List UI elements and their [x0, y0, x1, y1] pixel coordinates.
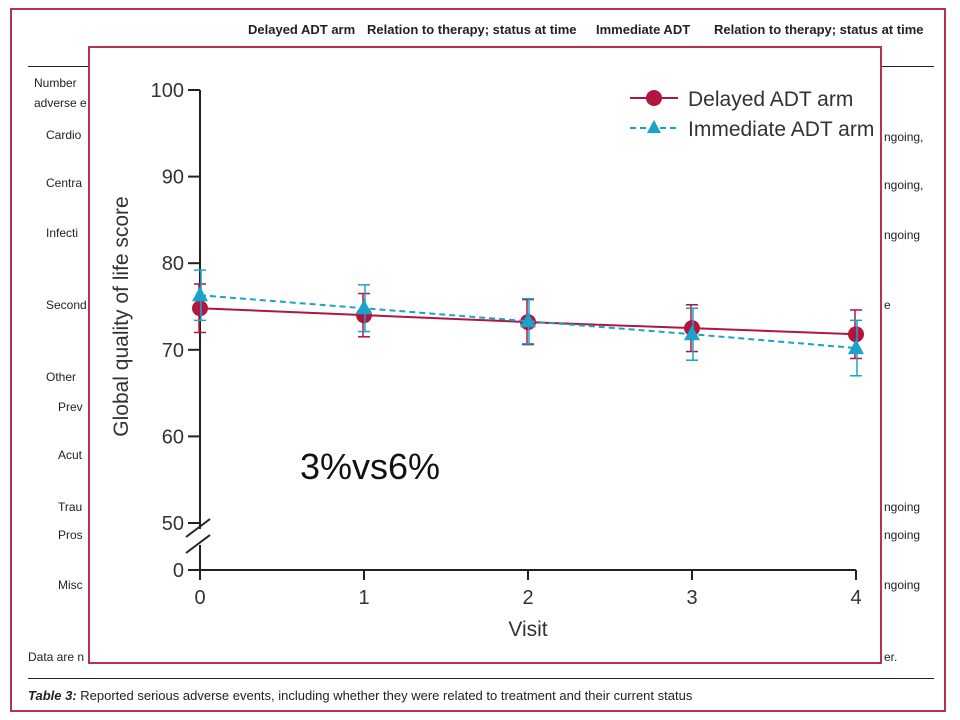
row-label: Data are n — [28, 650, 85, 664]
y-tick-label: 60 — [162, 426, 184, 448]
row-status: ngoing — [884, 500, 921, 514]
header-relation-2: Relation to therapy; status at time — [714, 22, 924, 37]
data-point — [356, 299, 372, 315]
row-label: Prev — [58, 400, 83, 414]
table-caption: Table 3: Reported serious adverse events… — [28, 688, 692, 703]
x-tick-label: 4 — [850, 587, 861, 609]
x-tick-label: 0 — [194, 587, 205, 609]
row-label: Trau — [58, 500, 83, 514]
table-header: Delayed ADT arm Relation to therapy; sta… — [0, 12, 960, 52]
row-status: er. — [884, 650, 898, 664]
quality-of-life-chart: 0 50 60 70 80 90 100 0 1 2 3 4 Visit Global quality o… — [110, 80, 874, 641]
rate-annotation: 3%vs6% — [300, 446, 441, 487]
data-point — [684, 325, 700, 341]
row-label: Misc — [58, 578, 83, 592]
row-status: e — [884, 298, 891, 312]
row-label: Second — [46, 298, 87, 312]
header-immediate: Immediate ADT — [596, 22, 691, 37]
caption-text: Reported serious adverse events, includi… — [76, 688, 693, 703]
row-status: ngoing — [884, 528, 921, 542]
row-status: ngoing — [884, 578, 921, 592]
axis-break-mark — [185, 534, 211, 554]
row-label: Infecti — [46, 226, 79, 240]
y-tick-label: 0 — [173, 560, 184, 582]
y-tick-label: 50 — [162, 513, 184, 535]
table-bottom-rule — [28, 678, 934, 679]
y-tick-label: 100 — [151, 80, 184, 102]
row-label: Other — [46, 370, 77, 384]
data-point — [848, 339, 864, 355]
row-status: ngoing — [884, 228, 921, 242]
row-label: Pros — [58, 528, 83, 542]
data-point — [848, 326, 864, 343]
header-delayed-arm: Delayed ADT arm — [248, 22, 356, 37]
legend-marker — [647, 120, 661, 133]
legend-label: Immediate ADT arm — [688, 118, 874, 141]
row-label: Centra — [46, 176, 83, 190]
row-label: Number — [34, 76, 77, 90]
caption-label: Table 3: — [28, 688, 77, 703]
row-label: Acut — [58, 448, 83, 462]
legend-label: Delayed ADT arm — [688, 88, 853, 111]
y-axis-label: Global quality of life score — [110, 196, 133, 436]
x-tick-label: 3 — [686, 587, 697, 609]
data-point — [520, 312, 536, 328]
legend-marker — [646, 90, 662, 106]
chart-panel: 0 50 60 70 80 90 100 0 1 2 3 4 Visit Global quality o… — [88, 46, 882, 664]
y-tick-label: 80 — [162, 253, 184, 275]
x-axis-label: Visit — [508, 618, 547, 641]
row-label: adverse e — [34, 96, 87, 110]
row-label: Cardio — [46, 128, 82, 142]
data-point — [192, 300, 208, 317]
y-tick-label: 70 — [162, 340, 184, 362]
x-tick-label: 1 — [358, 587, 369, 609]
row-status: ngoing, — [884, 178, 924, 192]
axis-break-mark — [185, 518, 211, 538]
row-status: ngoing, — [884, 130, 924, 144]
data-point — [192, 286, 208, 302]
header-relation-1: Relation to therapy; status at time — [367, 22, 577, 37]
y-tick-label: 90 — [162, 167, 184, 189]
x-tick-label: 2 — [522, 587, 533, 609]
